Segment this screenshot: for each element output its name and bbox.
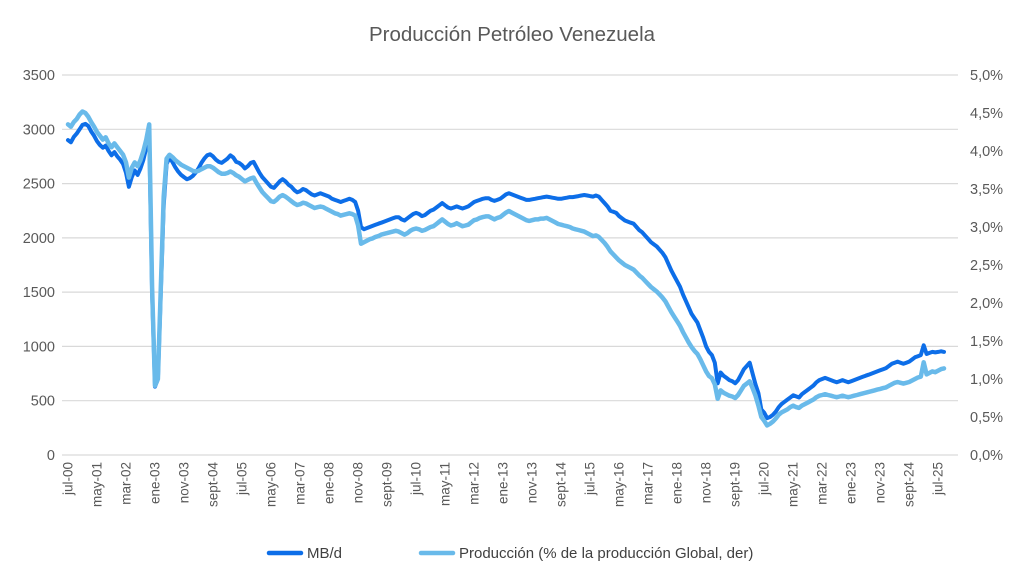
x-axis-tick: ene-08 [322, 462, 337, 504]
x-axis-tick: mar-12 [467, 462, 482, 505]
chart-title: Producción Petróleo Venezuela [369, 23, 656, 46]
right-axis-tick: 0,0% [970, 448, 1003, 464]
legend-label-pct-global: Producción (% de la producción Global, d… [459, 545, 753, 562]
left-axis-tick: 0 [47, 448, 55, 464]
x-axis-tick: sept-04 [206, 462, 221, 508]
series-line-mbd [66, 121, 946, 421]
legend: MB/d Producción (% de la producción Glob… [266, 545, 753, 562]
right-axis-tick: 3,0% [970, 220, 1003, 236]
x-axis-tick: mar-22 [815, 462, 830, 505]
left-axis-tick: 500 [31, 394, 55, 410]
x-axis-tick: jul-10 [409, 462, 424, 496]
right-axis-tick: 2,5% [970, 258, 1003, 274]
x-axis-tick: mar-02 [119, 462, 134, 505]
right-axis-tick: 4,0% [970, 144, 1003, 160]
series-lines [65, 109, 947, 428]
x-axis-tick: mar-07 [293, 462, 308, 505]
x-axis-tick: nov-13 [525, 462, 540, 503]
x-axis-tick: may-16 [612, 462, 627, 507]
x-axis-tick: jul-05 [235, 462, 250, 496]
x-axis-tick: sept-24 [902, 462, 917, 508]
left-axis-tick: 1000 [23, 339, 55, 355]
legend-label-mbd: MB/d [307, 545, 342, 562]
x-axis-tick: may-01 [90, 462, 105, 507]
x-axis-tick: ene-18 [670, 462, 685, 504]
x-axis-tick: sept-09 [380, 462, 395, 507]
right-axis-tick: 0,5% [970, 410, 1003, 426]
x-axis-tick: jul-15 [583, 462, 598, 496]
x-axis-tick: ene-13 [496, 462, 511, 504]
x-axis-tick: may-21 [786, 462, 801, 507]
x-axis-tick: nov-18 [699, 462, 714, 503]
left-axis-labels: 0 500 1000 1500 2000 2500 3000 3500 [23, 68, 55, 464]
x-axis-tick: mar-17 [641, 462, 656, 505]
right-axis-tick: 5,0% [970, 68, 1003, 84]
x-axis-tick: jul-25 [931, 462, 946, 496]
right-axis-tick: 4,5% [970, 106, 1003, 122]
x-axis-tick: ene-03 [148, 462, 163, 504]
left-axis-tick: 2000 [23, 231, 55, 247]
right-axis-tick: 1,0% [970, 372, 1003, 388]
x-axis-tick: nov-03 [177, 462, 192, 503]
x-axis-tick: may-11 [438, 462, 453, 506]
left-axis-tick: 3500 [23, 68, 55, 84]
x-axis-tick: ene-23 [844, 462, 859, 504]
right-axis-labels: 0,0% 0,5% 1,0% 1,5% 2,0% 2,5% 3,0% 3,5% 4,0% 4,5%… [970, 68, 1003, 464]
right-axis-tick: 3,5% [970, 182, 1003, 198]
x-axis-tick: sept-14 [554, 462, 569, 508]
gridlines [62, 74, 958, 456]
right-axis-tick: 1,5% [970, 334, 1003, 350]
x-axis-tick: jul-20 [757, 462, 772, 496]
x-axis-tick: sept-19 [728, 462, 743, 507]
x-axis-tick: jul-00 [61, 462, 76, 496]
series-line-pct-global [65, 109, 947, 428]
left-axis-tick: 1500 [23, 285, 55, 301]
x-axis-tick: nov-08 [351, 462, 366, 503]
x-axis-tick: nov-23 [873, 462, 888, 503]
x-axis-labels: jul-00 may-01 mar-02 ene-03 nov-03 sept-04 jul… [61, 462, 946, 508]
left-axis-tick: 3000 [23, 122, 55, 138]
x-axis-tick: may-06 [264, 462, 279, 507]
right-axis-tick: 2,0% [970, 296, 1003, 312]
left-axis-tick: 2500 [23, 177, 55, 193]
